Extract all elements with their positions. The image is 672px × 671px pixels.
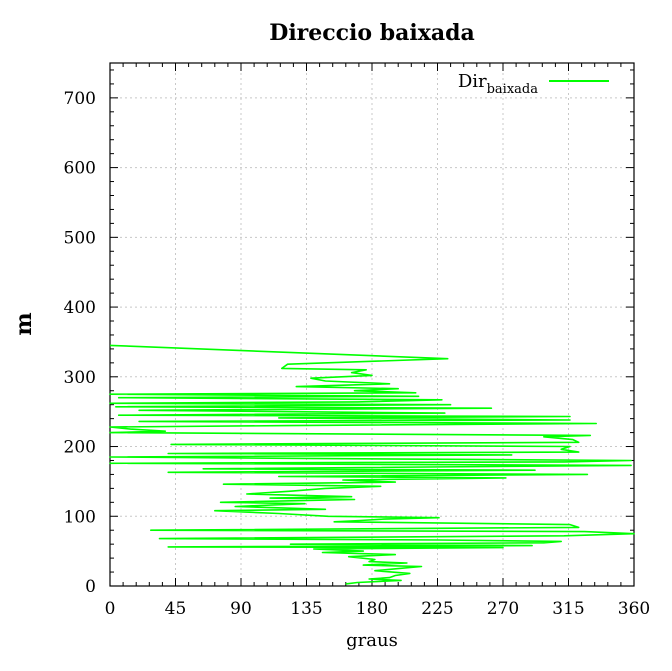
series-line-0 xyxy=(109,344,635,585)
y-axis-label: m xyxy=(11,312,37,335)
x-tick-label: 360 xyxy=(618,599,650,619)
legend-label: Dirbaixada xyxy=(458,71,538,97)
axis-ticks xyxy=(109,63,635,587)
x-tick-label: 225 xyxy=(421,599,453,619)
y-tick-label: 600 xyxy=(64,159,96,179)
y-tick-label: 0 xyxy=(85,577,96,597)
y-tick-label: 100 xyxy=(64,507,96,527)
legend-series-subscript: baixada xyxy=(487,82,539,97)
x-tick-label: 180 xyxy=(356,599,388,619)
x-tick-label: 45 xyxy=(165,599,187,619)
legend: Dirbaixada xyxy=(458,71,609,97)
y-tick-label: 200 xyxy=(64,438,96,458)
x-axis-label: graus xyxy=(346,630,398,651)
y-tick-label: 300 xyxy=(64,368,96,388)
grid xyxy=(110,63,634,586)
series-layer xyxy=(109,344,635,585)
x-tick-label: 0 xyxy=(105,599,116,619)
y-tick-labels: 0 100 200 300 400 500 600 700 xyxy=(64,89,96,597)
x-tick-label: 90 xyxy=(230,599,252,619)
legend-series-name: Dir xyxy=(458,71,487,92)
x-tick-label: 135 xyxy=(290,599,322,619)
x-tick-label: 315 xyxy=(552,599,584,619)
y-tick-label: 400 xyxy=(64,298,96,318)
y-tick-label: 500 xyxy=(64,228,96,248)
x-tick-labels: 0 45 90 135 180 225 270 315 360 xyxy=(105,599,651,619)
y-tick-label: 700 xyxy=(64,89,96,109)
chart-title: Direccio baixada xyxy=(269,20,475,46)
x-tick-label: 270 xyxy=(487,599,519,619)
